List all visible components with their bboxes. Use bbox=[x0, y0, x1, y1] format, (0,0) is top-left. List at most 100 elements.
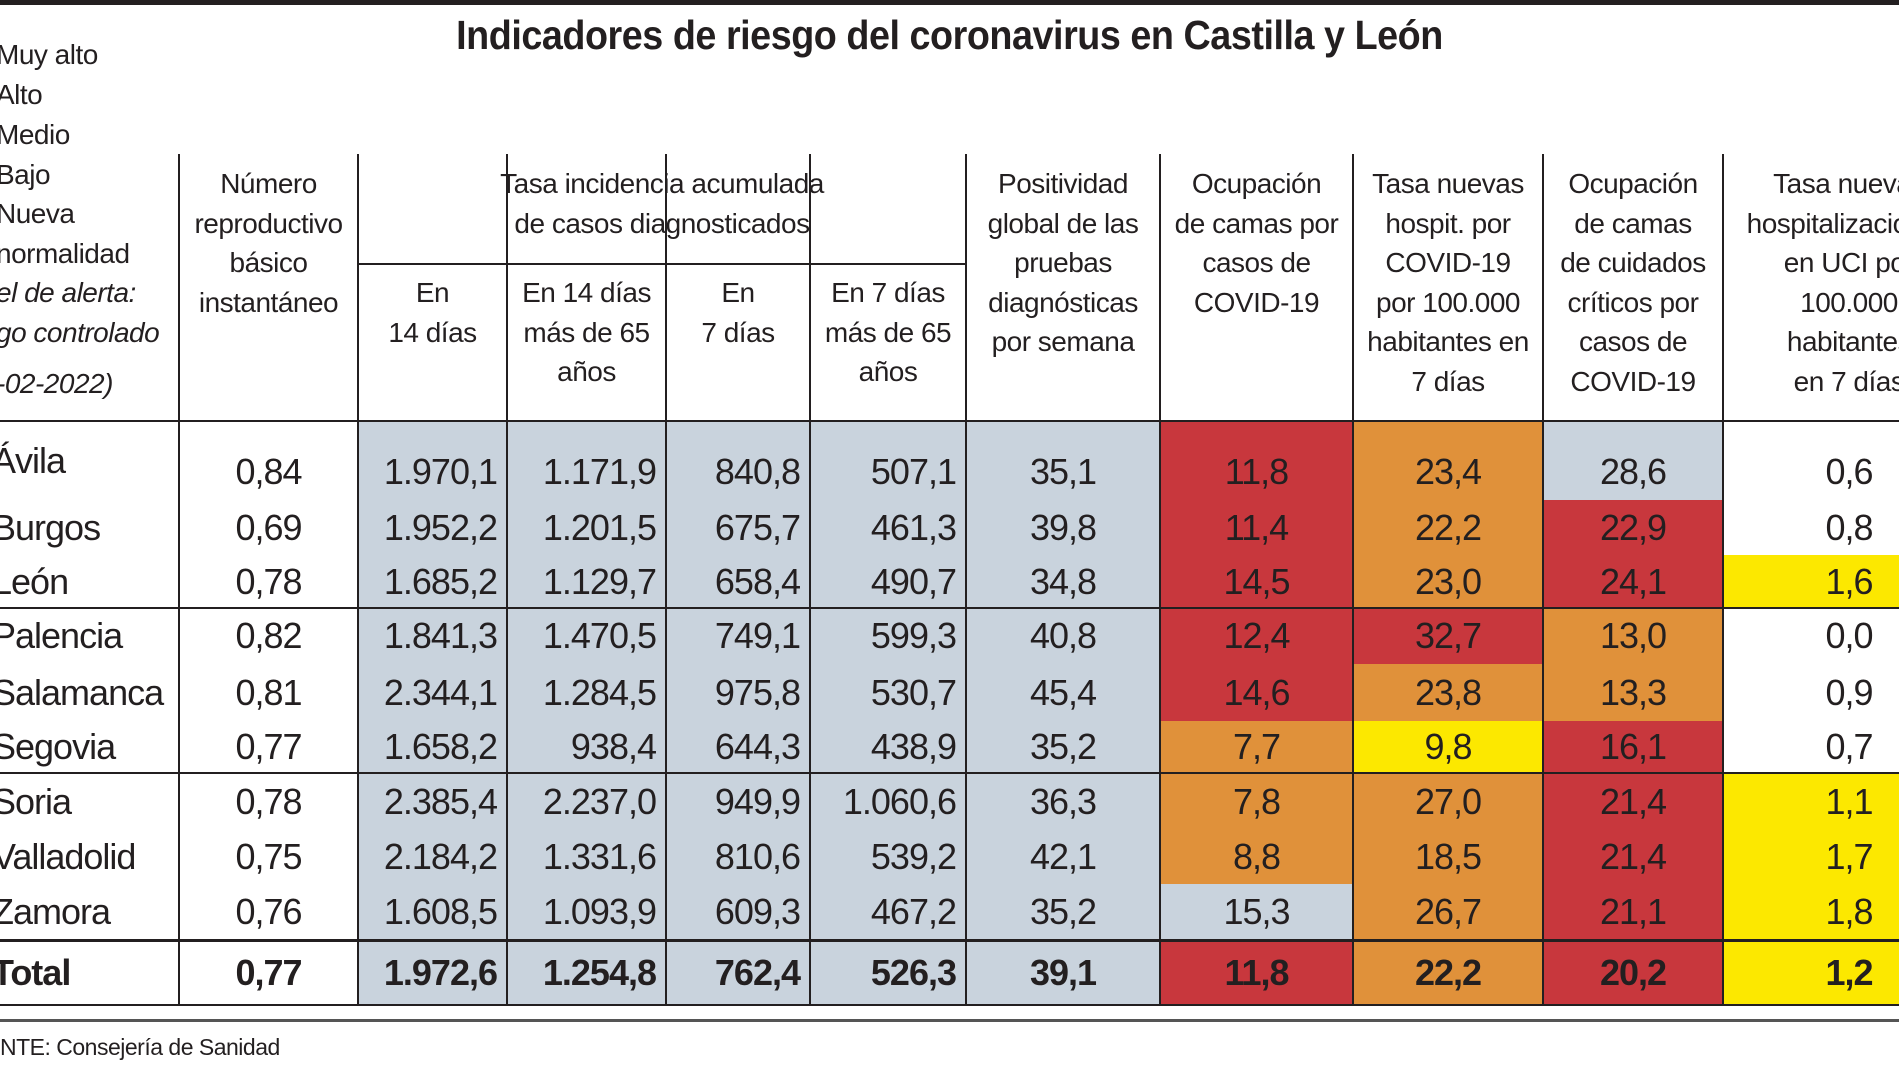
table-cell: 23,8 bbox=[1353, 664, 1543, 721]
legend-normalidad: normalidad bbox=[0, 238, 130, 269]
table-cell: 22,2 bbox=[1353, 940, 1543, 1005]
table-cell: 14,5 bbox=[1160, 555, 1353, 608]
table-cell: 539,2 bbox=[810, 830, 966, 884]
table-cell: 1,6 bbox=[1723, 555, 1899, 608]
row-name: Total bbox=[0, 951, 71, 993]
table-cell: 1,7 bbox=[1723, 830, 1899, 884]
header-bottom-rule bbox=[0, 420, 1899, 422]
header-positividad: Positividad global de las pruebas diagnó… bbox=[987, 168, 1139, 357]
source-note: NTE: Consejería de Sanidad bbox=[0, 1034, 280, 1060]
table-cell: 26,7 bbox=[1353, 884, 1543, 940]
table-cell: 644,3 bbox=[666, 721, 810, 773]
table-cell: 1,8 bbox=[1723, 884, 1899, 940]
column-divider bbox=[1722, 154, 1724, 1005]
table-cell: 530,7 bbox=[810, 664, 966, 721]
table-cell: 1.129,7 bbox=[507, 555, 666, 608]
legend-alto: Alto bbox=[0, 79, 43, 110]
table-cell: 0,9 bbox=[1723, 664, 1899, 721]
table-cell: 13,3 bbox=[1543, 664, 1723, 721]
header-tasa-hosp: Tasa nuevas hospit. por COVID-19 por 100… bbox=[1367, 168, 1529, 397]
alert-level-line-2: go controlado bbox=[0, 317, 160, 348]
table-cell: 27,0 bbox=[1353, 773, 1543, 830]
table-cell: 22,9 bbox=[1543, 500, 1723, 555]
table-cell: 0,78 bbox=[179, 555, 358, 608]
table-cell: 1.970,1 bbox=[358, 421, 507, 500]
row-name: León bbox=[0, 560, 69, 602]
table-cell: 1.841,3 bbox=[358, 608, 507, 664]
row-name: Valladolid bbox=[0, 836, 136, 877]
table-cell: 7,8 bbox=[1160, 773, 1353, 830]
legend-medio: Medio bbox=[0, 119, 70, 150]
subheader-divider bbox=[358, 263, 966, 265]
column-divider bbox=[1159, 154, 1161, 1005]
table-cell: 21,4 bbox=[1543, 773, 1723, 830]
table-cell: 749,1 bbox=[666, 608, 810, 664]
column-divider bbox=[1542, 154, 1544, 1005]
table-bottom-rule bbox=[0, 1004, 1899, 1006]
header-inc7: En 7 días bbox=[701, 277, 775, 348]
group-divider bbox=[0, 607, 1899, 609]
page-title: Indicadores de riesgo del coronavirus en… bbox=[456, 12, 1443, 58]
table-cell: 507,1 bbox=[810, 421, 966, 500]
table-cell: 2.344,1 bbox=[358, 664, 507, 721]
row-name: Burgos bbox=[0, 506, 101, 548]
table-cell: 34,8 bbox=[966, 555, 1160, 608]
table-cell: 1.093,9 bbox=[507, 884, 666, 940]
table-cell: 24,1 bbox=[1543, 555, 1723, 608]
table-cell: 18,5 bbox=[1353, 830, 1543, 884]
table-cell: 675,7 bbox=[666, 500, 810, 555]
table-cell: 11,8 bbox=[1160, 940, 1353, 1005]
table-cell: 9,8 bbox=[1353, 721, 1543, 773]
table-cell: 21,4 bbox=[1543, 830, 1723, 884]
table-cell: 762,4 bbox=[666, 940, 810, 1005]
column-divider bbox=[665, 154, 667, 1005]
table-cell: 938,4 bbox=[507, 721, 666, 773]
table-cell: 1.201,5 bbox=[507, 500, 666, 555]
table-cell: 1.171,9 bbox=[507, 421, 666, 500]
table-cell: 840,8 bbox=[666, 421, 810, 500]
header-inc14: En 14 días bbox=[388, 277, 477, 348]
footer-rule bbox=[0, 1019, 1899, 1022]
table-cell: 23,4 bbox=[1353, 421, 1543, 500]
table-cell: 1.470,5 bbox=[507, 608, 666, 664]
header-ocup-camas: Ocupación de camas por casos de COVID-19 bbox=[1174, 168, 1339, 318]
table-cell: 0,69 bbox=[179, 500, 358, 555]
table-cell: 40,8 bbox=[966, 608, 1160, 664]
column-divider bbox=[178, 154, 180, 1005]
table-cell: 1,1 bbox=[1723, 773, 1899, 830]
table-cell: 467,2 bbox=[810, 884, 966, 940]
table-cell: 438,9 bbox=[810, 721, 966, 773]
legend-bajo: Bajo bbox=[0, 159, 51, 190]
table-cell: 2.184,2 bbox=[358, 830, 507, 884]
table-cell: 1.685,2 bbox=[358, 555, 507, 608]
table-cell: 490,7 bbox=[810, 555, 966, 608]
table-cell: 599,3 bbox=[810, 608, 966, 664]
table-cell: 1.284,5 bbox=[507, 664, 666, 721]
column-divider bbox=[965, 154, 967, 1005]
table-cell: 15,3 bbox=[1160, 884, 1353, 940]
table-cell: 1.608,5 bbox=[358, 884, 507, 940]
table-cell: 2.237,0 bbox=[507, 773, 666, 830]
table-cell: 7,7 bbox=[1160, 721, 1353, 773]
table-cell: 2.385,4 bbox=[358, 773, 507, 830]
table-cell: 1.658,2 bbox=[358, 721, 507, 773]
table-cell: 0,0 bbox=[1723, 608, 1899, 664]
table-cell: 1.254,8 bbox=[507, 940, 666, 1005]
table-cell: 21,1 bbox=[1543, 884, 1723, 940]
legend-muy-alto: Muy alto bbox=[0, 39, 98, 70]
table-cell: 35,1 bbox=[966, 421, 1160, 500]
table-cell: 810,6 bbox=[666, 830, 810, 884]
table-cell: 35,2 bbox=[966, 884, 1160, 940]
table-cell: 0,75 bbox=[179, 830, 358, 884]
table-cell: 11,8 bbox=[1160, 421, 1353, 500]
table-cell: 526,3 bbox=[810, 940, 966, 1005]
table-cell: 1.972,6 bbox=[358, 940, 507, 1005]
column-divider bbox=[357, 154, 359, 1005]
row-name: Salamanca bbox=[0, 671, 164, 713]
table-cell: 11,4 bbox=[1160, 500, 1353, 555]
table-cell: 461,3 bbox=[810, 500, 966, 555]
row-name: Palencia bbox=[0, 615, 123, 656]
table-cell: 0,84 bbox=[179, 421, 358, 500]
table-cell: 658,4 bbox=[666, 555, 810, 608]
table-cell: 1.952,2 bbox=[358, 500, 507, 555]
